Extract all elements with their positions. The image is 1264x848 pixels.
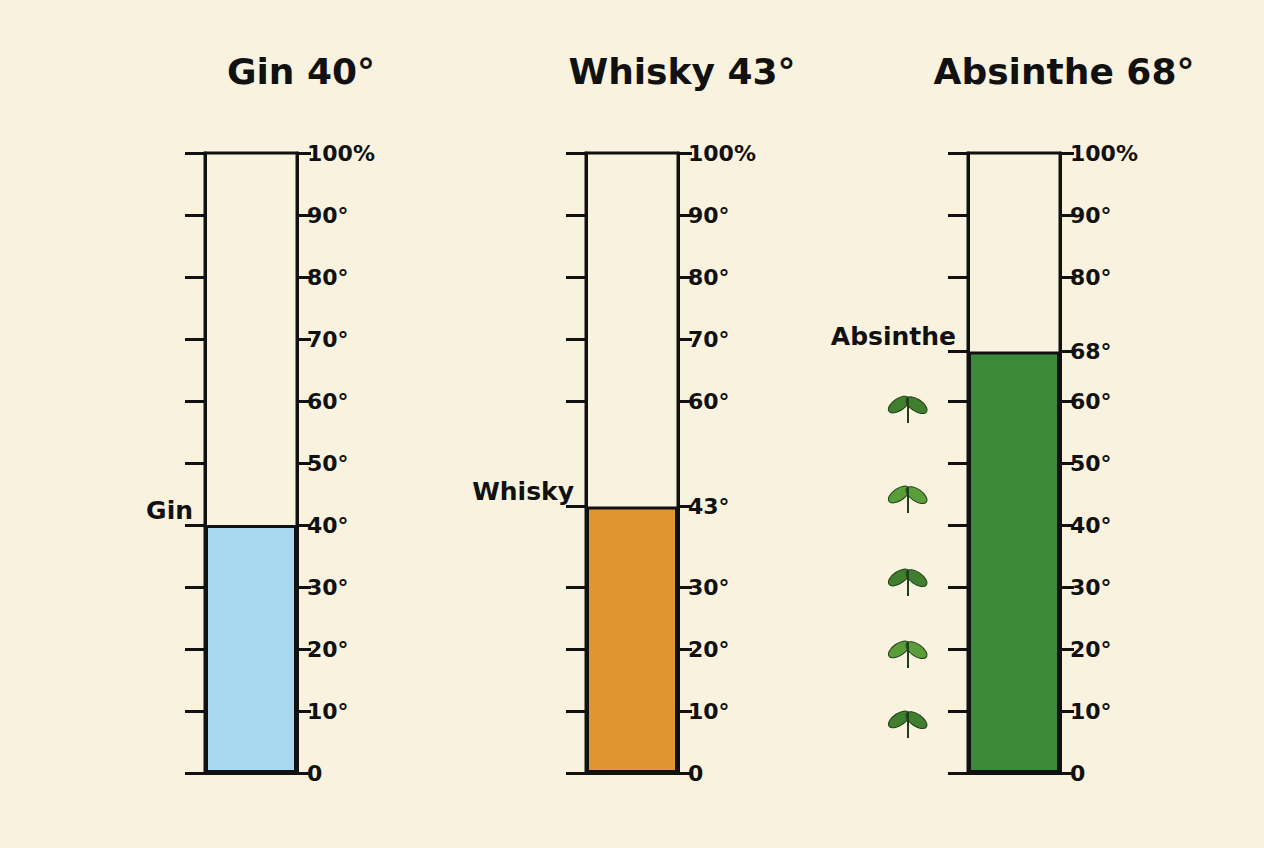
svg-text:Whisky 43°: Whisky 43° [568, 51, 795, 92]
svg-text:70°: 70° [688, 327, 730, 352]
svg-text:50°: 50° [307, 451, 349, 476]
svg-text:50°: 50° [1070, 451, 1112, 476]
svg-text:100%: 100% [1070, 141, 1138, 166]
svg-text:70°: 70° [307, 327, 349, 352]
svg-text:68°: 68° [1070, 339, 1112, 364]
svg-text:20°: 20° [688, 637, 730, 662]
svg-text:40°: 40° [307, 513, 349, 538]
svg-text:100%: 100% [688, 141, 756, 166]
svg-text:20°: 20° [307, 637, 349, 662]
svg-text:0: 0 [1070, 761, 1085, 786]
svg-text:80°: 80° [1070, 265, 1112, 290]
svg-text:Whisky: Whisky [472, 477, 574, 506]
svg-text:Gin 40°: Gin 40° [227, 51, 375, 92]
svg-text:10°: 10° [307, 699, 349, 724]
svg-text:Absinthe 68°: Absinthe 68° [934, 51, 1195, 92]
svg-text:90°: 90° [307, 203, 349, 228]
svg-text:80°: 80° [688, 265, 730, 290]
svg-text:90°: 90° [688, 203, 730, 228]
svg-text:Absinthe: Absinthe [831, 322, 956, 351]
svg-text:20°: 20° [1070, 637, 1112, 662]
svg-text:30°: 30° [1070, 575, 1112, 600]
svg-text:90°: 90° [1070, 203, 1112, 228]
svg-text:60°: 60° [307, 389, 349, 414]
svg-text:80°: 80° [307, 265, 349, 290]
svg-text:Gin: Gin [146, 496, 193, 525]
svg-text:0: 0 [688, 761, 703, 786]
svg-text:60°: 60° [1070, 389, 1112, 414]
svg-text:40°: 40° [1070, 513, 1112, 538]
svg-text:30°: 30° [307, 575, 349, 600]
svg-text:60°: 60° [688, 389, 730, 414]
svg-text:10°: 10° [1070, 699, 1112, 724]
svg-text:10°: 10° [688, 699, 730, 724]
svg-text:100%: 100% [307, 141, 375, 166]
svg-text:30°: 30° [688, 575, 730, 600]
svg-text:43°: 43° [688, 494, 730, 519]
svg-text:0: 0 [307, 761, 322, 786]
